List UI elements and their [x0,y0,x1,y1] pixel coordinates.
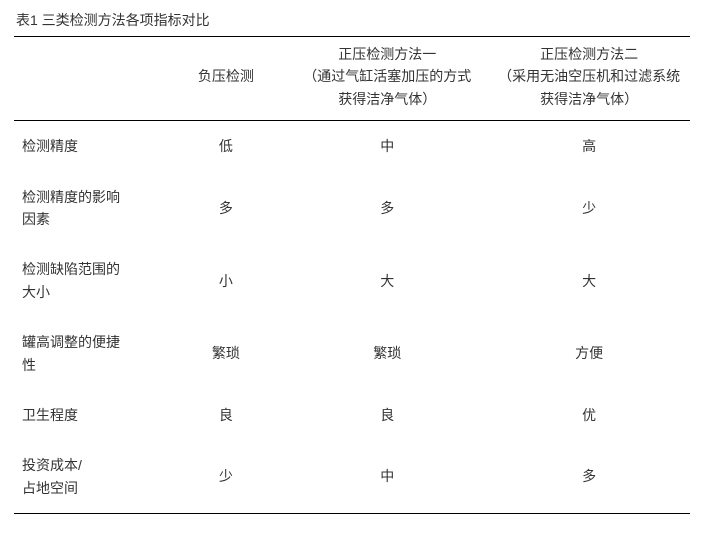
col-header-method1: 正压检测方法一 （通过气缸活塞加压的方式 获得洁净气体） [286,37,488,121]
row-label-line1: 卫生程度 [22,407,78,423]
col-header-method2-line3: 获得洁净气体） [540,91,638,107]
cell: 高 [488,121,690,172]
row-label-line1: 检测精度的影响 [22,189,120,205]
cell: 优 [488,390,690,440]
cell: 繁琐 [165,317,286,390]
cell: 少 [165,440,286,513]
col-header-method2-line1: 正压检测方法二 [540,46,638,62]
col-header-neg-pressure: 负压检测 [165,37,286,121]
row-label-line2: 因素 [22,211,50,227]
table-row: 卫生程度 良 良 优 [14,390,690,440]
cell: 繁琐 [286,317,488,390]
cell: 大 [488,244,690,317]
table-row: 罐高调整的便捷 性 繁琐 繁琐 方便 [14,317,690,390]
col-header-method2-line2: （采用无油空压机和过滤系统 [498,68,680,84]
table-row: 检测缺陷范围的 大小 小 大 大 [14,244,690,317]
row-label-line1: 罐高调整的便捷 [22,334,120,350]
row-label-line1: 检测缺陷范围的 [22,261,120,277]
table-row: 检测精度的影响 因素 多 多 少 [14,172,690,245]
col-header-method1-line3: 获得洁净气体） [338,91,436,107]
row-label-line1: 检测精度 [22,138,78,154]
page: 表1 三类检测方法各项指标对比 负压检测 正压检测方法一 （通过气缸活塞加压的方… [0,0,708,534]
row-label-line1: 投资成本/ [22,457,82,473]
cell: 中 [286,440,488,513]
col-header-method1-line1: 正压检测方法一 [338,46,436,62]
table-caption: 表1 三类检测方法各项指标对比 [16,10,690,30]
table-row: 投资成本/ 占地空间 少 中 多 [14,440,690,513]
table-row: 检测精度 低 中 高 [14,121,690,172]
cell: 多 [165,172,286,245]
cell: 大 [286,244,488,317]
row-label-line2: 大小 [22,284,50,300]
cell: 中 [286,121,488,172]
row-label-line2: 占地空间 [22,480,78,496]
row-label: 检测缺陷范围的 大小 [14,244,165,317]
row-label: 检测精度的影响 因素 [14,172,165,245]
row-label: 投资成本/ 占地空间 [14,440,165,513]
row-label: 罐高调整的便捷 性 [14,317,165,390]
cell: 多 [286,172,488,245]
cell: 少 [488,172,690,245]
cell: 良 [286,390,488,440]
col-header-method2: 正压检测方法二 （采用无油空压机和过滤系统 获得洁净气体） [488,37,690,121]
cell: 方便 [488,317,690,390]
cell: 多 [488,440,690,513]
col-header-empty [14,37,165,121]
cell: 小 [165,244,286,317]
cell: 低 [165,121,286,172]
row-label: 检测精度 [14,121,165,172]
col-header-method1-line2: （通过气缸活塞加压的方式 [303,68,471,84]
table-body: 检测精度 低 中 高 检测精度的影响 因素 多 多 少 检测缺陷范围的 大小 [14,121,690,514]
row-label-line2: 性 [22,357,36,373]
cell: 良 [165,390,286,440]
comparison-table: 负压检测 正压检测方法一 （通过气缸活塞加压的方式 获得洁净气体） 正压检测方法… [14,36,690,514]
table-header: 负压检测 正压检测方法一 （通过气缸活塞加压的方式 获得洁净气体） 正压检测方法… [14,37,690,121]
row-label: 卫生程度 [14,390,165,440]
